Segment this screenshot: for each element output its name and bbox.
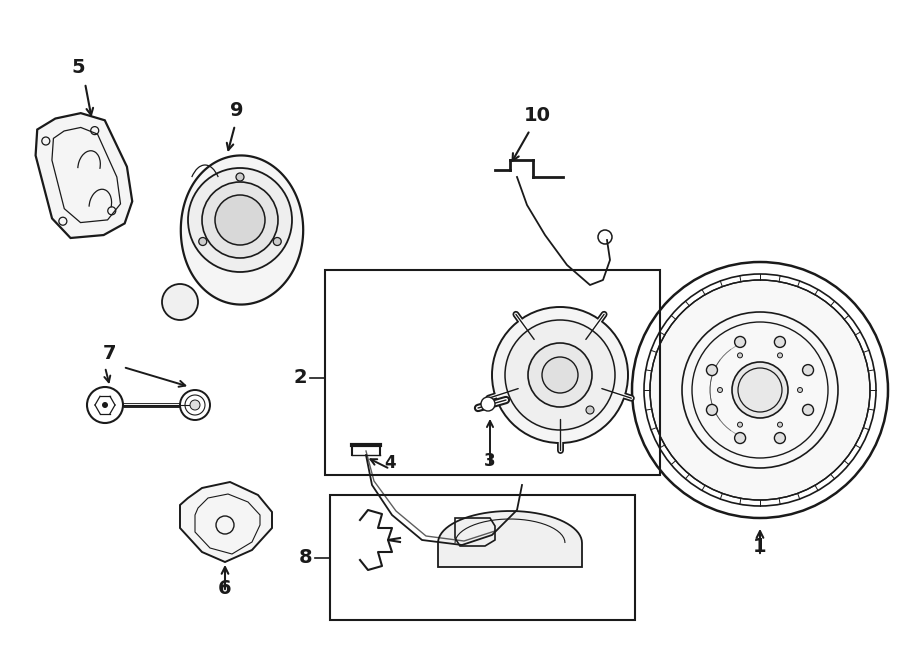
Circle shape	[215, 195, 265, 245]
Text: 4: 4	[384, 454, 396, 472]
Circle shape	[542, 357, 578, 393]
Bar	[325, 270, 660, 475]
Circle shape	[737, 422, 742, 427]
Circle shape	[102, 402, 108, 408]
Text: 10: 10	[524, 106, 551, 125]
Text: 1: 1	[753, 537, 767, 556]
Circle shape	[734, 336, 745, 348]
Circle shape	[586, 406, 594, 414]
Circle shape	[162, 284, 198, 320]
Circle shape	[774, 336, 786, 348]
Circle shape	[236, 173, 244, 181]
Circle shape	[202, 182, 278, 258]
Circle shape	[180, 390, 210, 420]
Circle shape	[778, 353, 782, 358]
Polygon shape	[181, 155, 303, 305]
Bar	[330, 495, 635, 620]
Circle shape	[706, 365, 717, 375]
Circle shape	[706, 405, 717, 415]
Circle shape	[199, 237, 207, 245]
Circle shape	[803, 405, 814, 415]
Circle shape	[528, 343, 592, 407]
Circle shape	[481, 397, 495, 411]
Text: 9: 9	[230, 101, 244, 120]
Text: 8: 8	[299, 548, 312, 567]
Text: 5: 5	[71, 58, 85, 77]
Text: 6: 6	[218, 579, 232, 598]
Circle shape	[87, 387, 123, 423]
Circle shape	[190, 400, 200, 410]
Circle shape	[717, 387, 723, 393]
Circle shape	[778, 422, 782, 427]
Polygon shape	[36, 113, 132, 238]
Circle shape	[774, 432, 786, 444]
Circle shape	[650, 280, 870, 500]
Polygon shape	[438, 511, 582, 567]
Circle shape	[492, 307, 628, 443]
Circle shape	[188, 168, 292, 272]
Circle shape	[274, 237, 281, 245]
Circle shape	[737, 353, 742, 358]
Circle shape	[505, 320, 615, 430]
Circle shape	[734, 432, 745, 444]
Text: 2: 2	[293, 368, 307, 387]
Text: 7: 7	[104, 344, 117, 363]
Polygon shape	[180, 482, 272, 562]
Circle shape	[797, 387, 803, 393]
Text: 3: 3	[484, 452, 496, 470]
Circle shape	[803, 365, 814, 375]
Circle shape	[732, 362, 788, 418]
